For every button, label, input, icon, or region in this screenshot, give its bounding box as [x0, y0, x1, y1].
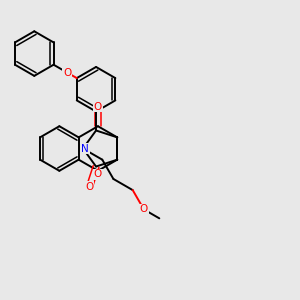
Text: O: O: [85, 182, 94, 192]
Text: O: O: [140, 204, 148, 214]
Text: O: O: [63, 68, 71, 77]
Text: N: N: [82, 143, 89, 154]
Text: O: O: [94, 102, 102, 112]
Text: O: O: [94, 169, 102, 179]
